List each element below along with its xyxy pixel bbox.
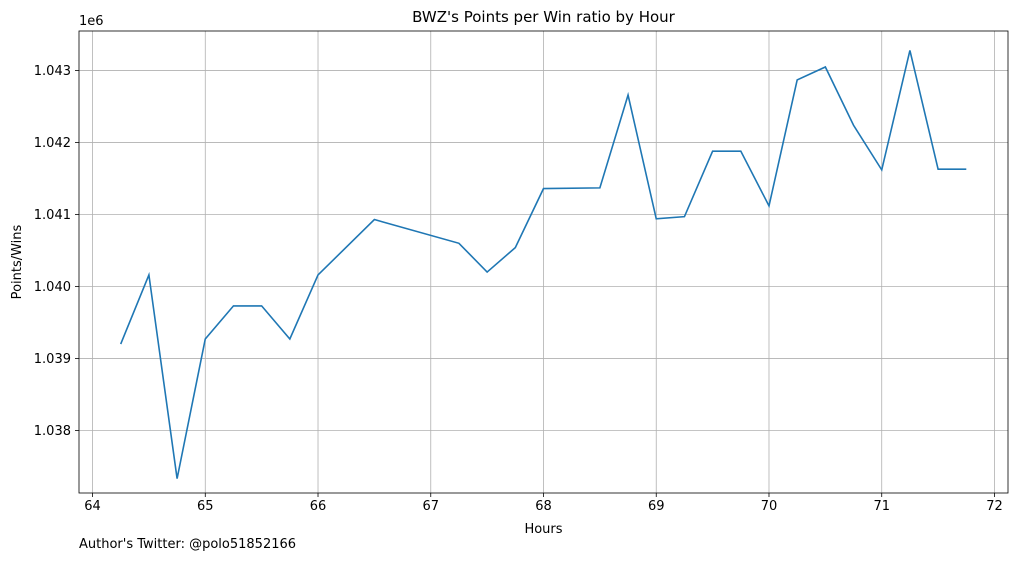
chart-title: BWZ's Points per Win ratio by Hour xyxy=(412,8,676,26)
plot-frame xyxy=(78,30,1009,494)
x-tick-label: 67 xyxy=(422,499,439,514)
x-tick-label: 64 xyxy=(84,499,101,514)
author-credit: Author's Twitter: @polo51852166 xyxy=(79,537,297,552)
y-tick-label: 1.040 xyxy=(34,280,71,295)
x-tick-label: 65 xyxy=(197,499,214,514)
x-tick-label: 68 xyxy=(535,499,552,514)
y-offset-label: 1e6 xyxy=(79,14,104,29)
y-tick-label: 1.042 xyxy=(34,136,71,151)
y-tick-label: 1.038 xyxy=(34,424,71,439)
x-tick-label: 72 xyxy=(986,499,1003,514)
series-line xyxy=(119,50,967,479)
y-tick-label: 1.039 xyxy=(34,352,71,367)
grid xyxy=(79,31,1008,493)
x-tick-label: 69 xyxy=(648,499,665,514)
x-tick-label: 71 xyxy=(873,499,890,514)
x-tick-label: 70 xyxy=(761,499,778,514)
y-axis-label: Points/Wins xyxy=(10,224,25,299)
x-tick-label: 66 xyxy=(310,499,327,514)
x-axis-label: Hours xyxy=(524,522,562,537)
ticks: 64 65 66 67 68 69 70 71 72 1.038 1.039 1.040 1.041 1.… xyxy=(34,64,1003,514)
y-tick-label: 1.041 xyxy=(34,208,71,223)
y-tick-label: 1.043 xyxy=(34,64,71,79)
